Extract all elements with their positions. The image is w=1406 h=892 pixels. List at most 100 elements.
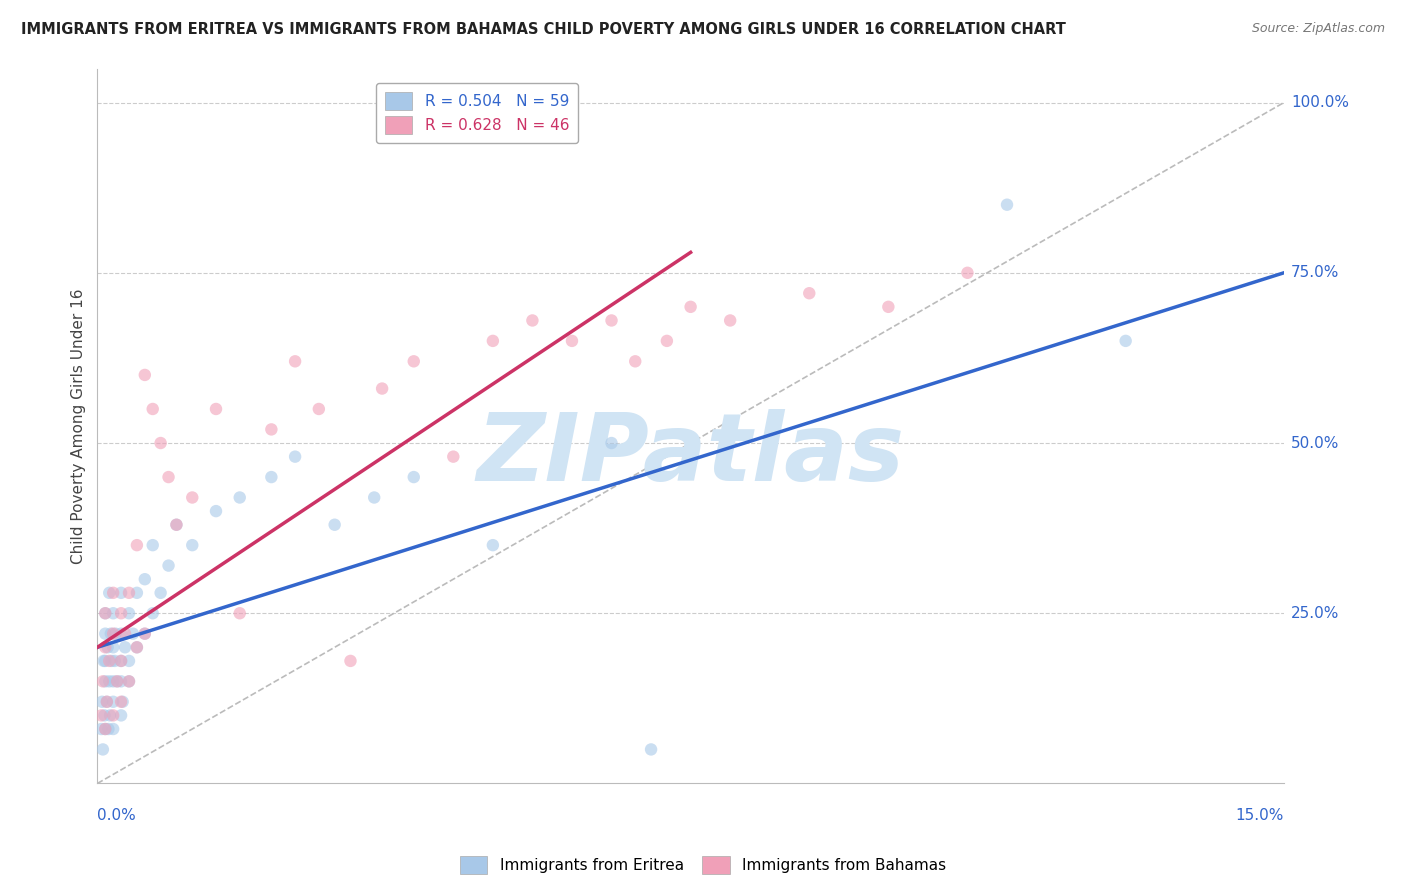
Point — [110, 674, 132, 689]
Point — [94, 607, 117, 621]
Point — [101, 607, 124, 621]
Point — [105, 674, 128, 689]
Text: 15.0%: 15.0% — [1236, 808, 1284, 823]
Point — [134, 626, 156, 640]
Point — [441, 450, 464, 464]
Point — [98, 708, 121, 723]
Point — [98, 654, 121, 668]
Point — [482, 538, 505, 552]
Point — [98, 586, 121, 600]
Point — [125, 640, 148, 655]
Point — [181, 491, 204, 505]
Point — [142, 538, 165, 552]
Point — [142, 401, 165, 416]
Legend: R = 0.504   N = 59, R = 0.628   N = 46: R = 0.504 N = 59, R = 0.628 N = 46 — [375, 83, 578, 143]
Point — [118, 674, 141, 689]
Point — [522, 313, 544, 327]
Point — [323, 517, 346, 532]
Point — [110, 607, 132, 621]
Point — [111, 695, 134, 709]
Point — [165, 517, 187, 532]
Point — [91, 742, 114, 756]
Point — [205, 401, 228, 416]
Point — [402, 354, 425, 368]
Legend: Immigrants from Eritrea, Immigrants from Bahamas: Immigrants from Eritrea, Immigrants from… — [454, 850, 952, 880]
Point — [308, 401, 330, 416]
Point — [799, 286, 821, 301]
Point — [104, 626, 127, 640]
Point — [339, 654, 361, 668]
Point — [91, 674, 114, 689]
Point — [149, 436, 172, 450]
Text: Source: ZipAtlas.com: Source: ZipAtlas.com — [1251, 22, 1385, 36]
Point — [956, 266, 979, 280]
Point — [110, 586, 132, 600]
Point — [718, 313, 741, 327]
Point — [101, 695, 124, 709]
Point — [284, 450, 307, 464]
Point — [91, 695, 114, 709]
Point — [229, 607, 252, 621]
Point — [100, 626, 122, 640]
Point — [260, 470, 283, 484]
Point — [94, 626, 117, 640]
Point — [134, 626, 156, 640]
Point — [482, 334, 505, 348]
Point — [98, 674, 121, 689]
Point — [90, 708, 112, 723]
Point — [1115, 334, 1137, 348]
Point — [110, 695, 132, 709]
Point — [104, 654, 127, 668]
Point — [105, 674, 128, 689]
Point — [100, 654, 122, 668]
Point — [93, 654, 115, 668]
Point — [995, 197, 1018, 211]
Point — [101, 674, 124, 689]
Point — [125, 586, 148, 600]
Point — [101, 722, 124, 736]
Point — [110, 626, 132, 640]
Point — [640, 742, 662, 756]
Point — [205, 504, 228, 518]
Point — [122, 626, 145, 640]
Point — [284, 354, 307, 368]
Point — [624, 354, 647, 368]
Point — [110, 654, 132, 668]
Point — [114, 640, 136, 655]
Point — [229, 491, 252, 505]
Point — [101, 708, 124, 723]
Point — [371, 382, 394, 396]
Point — [118, 654, 141, 668]
Point — [600, 436, 623, 450]
Point — [97, 640, 120, 655]
Point — [94, 722, 117, 736]
Point — [165, 517, 187, 532]
Text: 100.0%: 100.0% — [1291, 95, 1348, 110]
Point — [142, 607, 165, 621]
Point — [101, 640, 124, 655]
Point — [125, 640, 148, 655]
Text: 0.0%: 0.0% — [97, 808, 136, 823]
Point — [157, 558, 180, 573]
Point — [679, 300, 702, 314]
Y-axis label: Child Poverty Among Girls Under 16: Child Poverty Among Girls Under 16 — [72, 288, 86, 564]
Point — [363, 491, 385, 505]
Text: 25.0%: 25.0% — [1291, 606, 1339, 621]
Text: ZIPatlas: ZIPatlas — [477, 409, 904, 500]
Text: 75.0%: 75.0% — [1291, 265, 1339, 280]
Point — [94, 607, 117, 621]
Point — [94, 674, 117, 689]
Point — [118, 586, 141, 600]
Point — [110, 654, 132, 668]
Point — [118, 607, 141, 621]
Point — [90, 722, 112, 736]
Text: 50.0%: 50.0% — [1291, 435, 1339, 450]
Point — [134, 368, 156, 382]
Point — [97, 722, 120, 736]
Point — [157, 470, 180, 484]
Point — [260, 422, 283, 436]
Point — [655, 334, 678, 348]
Point — [134, 572, 156, 586]
Point — [877, 300, 900, 314]
Point — [96, 695, 118, 709]
